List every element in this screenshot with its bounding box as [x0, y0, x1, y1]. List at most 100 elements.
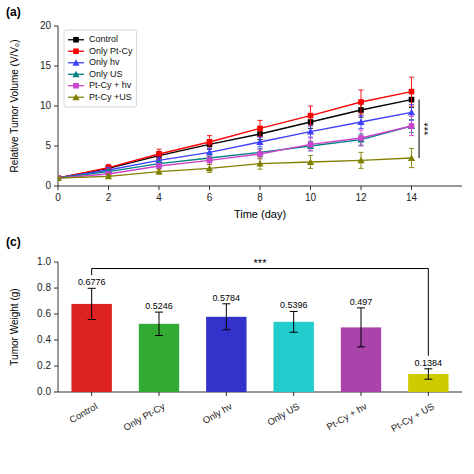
point [58, 174, 62, 180]
error-bar-cap [258, 120, 263, 121]
bracket-leg [428, 269, 429, 356]
y-tick-label: 0.2 [37, 360, 51, 371]
x-tick-label: Only hv [201, 400, 235, 426]
error-bar-cap [106, 164, 111, 165]
error-bar-cap [424, 368, 432, 369]
error-bar-cap [207, 156, 212, 157]
x-tick [226, 392, 227, 396]
point [206, 165, 213, 171]
x-tick-label: 10 [305, 192, 317, 203]
series-line [58, 126, 412, 178]
error-bar [409, 77, 414, 106]
error-bar-stem [159, 312, 160, 335]
y-tick [54, 314, 58, 315]
error-bar-cap [308, 138, 313, 139]
error-bar-cap [359, 128, 364, 129]
error-bar-cap [359, 130, 364, 131]
point [206, 149, 213, 155]
error-bar [359, 90, 364, 114]
error-bar-stem [91, 288, 92, 319]
y-tick-label: 0.8 [37, 282, 51, 293]
error-bar-cap [155, 335, 163, 336]
plot-area [58, 77, 415, 181]
x-tick-label: 4 [156, 192, 162, 203]
error-bar-cap [409, 135, 414, 136]
legend-label: Pt-Cy +US [89, 92, 132, 102]
error-bar-cap [308, 106, 313, 107]
y-tick-label: 0.6 [37, 308, 51, 319]
bar [273, 322, 313, 392]
x-tick-label: Only Pt-Cy [121, 400, 166, 433]
y-tick [54, 262, 58, 263]
x-tick-label: 6 [207, 192, 213, 203]
error-bar-cap [308, 126, 313, 127]
y-tick [54, 186, 58, 187]
error-bar [258, 149, 263, 159]
series-line [58, 158, 412, 178]
y-axis-label: Tumor Weight (g) [9, 288, 20, 365]
panel-c: (c)0.00.20.40.60.81.0Tumor Weight (g)Con… [6, 235, 462, 434]
error-bar-cap [290, 311, 298, 312]
x-tick-label: Only US [265, 400, 301, 427]
y-tick [54, 106, 58, 107]
point [207, 139, 213, 145]
data-label: 0.5246 [145, 301, 173, 311]
error-bar-cap [207, 164, 212, 165]
y-tick-label: 5 [45, 140, 51, 151]
point [256, 138, 263, 144]
y-tick-label: 20 [40, 20, 52, 31]
y-tick [54, 340, 58, 341]
point [357, 118, 364, 124]
error-bar-cap [308, 150, 313, 151]
x-tick [361, 392, 362, 396]
error-bar-cap [258, 148, 263, 149]
significance-bracket [92, 269, 429, 356]
point [156, 163, 162, 169]
point [408, 154, 415, 160]
error-bar [207, 156, 212, 164]
data-label: 0.497 [350, 297, 373, 307]
x-tick-label: Pt-Cy + US [389, 400, 436, 433]
legend-marker [73, 37, 79, 43]
error-bar-cap [155, 312, 163, 313]
panel-a: (a)0510152002468101214Time (day)Relative… [6, 5, 462, 220]
error-bar-cap [359, 114, 364, 115]
series-line [58, 100, 412, 178]
panel-title: (c) [6, 235, 21, 249]
point [307, 158, 314, 164]
x-axis-label: Time (day) [234, 208, 286, 220]
error-bar-cap [359, 168, 364, 169]
error-bar [359, 130, 364, 146]
legend-label: Only US [89, 69, 123, 79]
error-bar [290, 311, 298, 332]
error-bar [222, 304, 230, 330]
legend-marker [73, 48, 79, 54]
error-bar-stem [226, 304, 227, 330]
panel-title: (a) [6, 5, 21, 19]
point [408, 122, 415, 128]
error-bar-cap [258, 137, 263, 138]
error-bar [258, 148, 263, 156]
data-label: 0.5396 [280, 300, 308, 310]
legend-box [64, 30, 137, 107]
data-label: 0.5784 [213, 293, 241, 303]
error-bar-stem [361, 308, 362, 347]
y-tick [54, 66, 58, 67]
series-line [58, 112, 412, 178]
point [308, 113, 314, 119]
data-label: 0.1384 [415, 358, 443, 368]
x-tick-label: 2 [106, 192, 112, 203]
annotation: *** [254, 257, 268, 269]
error-bar-cap [409, 77, 414, 78]
point [257, 126, 263, 132]
error-bar-cap [258, 149, 263, 150]
legend-marker [72, 59, 79, 65]
y-tick [54, 392, 58, 393]
x-tick [58, 186, 59, 190]
point [409, 89, 415, 95]
error-bar-cap [222, 303, 230, 304]
y-tick [54, 26, 58, 27]
y-tick [54, 146, 58, 147]
point [358, 135, 364, 141]
error-bar [207, 136, 212, 149]
